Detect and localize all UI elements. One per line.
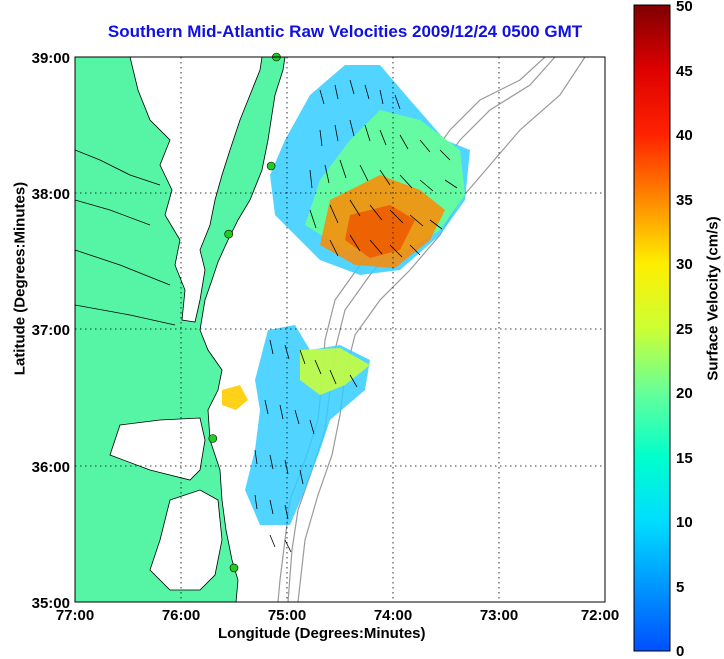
bathymetry-contour-3 — [297, 57, 586, 602]
x-ticks: 77:00 76:00 75:00 74:00 73:00 72:00 — [56, 607, 619, 624]
x-tick-label: 73:00 — [480, 607, 518, 624]
y-ticks: 39:00 38:00 37:00 36:00 35:00 — [32, 50, 70, 612]
x-tick-label: 72:00 — [581, 607, 619, 624]
land-mass — [75, 57, 286, 602]
y-tick-label: 37:00 — [32, 322, 70, 339]
colorbar-tick-label: 25 — [676, 321, 693, 338]
y-axis-label: Latitude (Degrees:Minutes) — [11, 181, 29, 376]
pamlico-sound — [149, 489, 223, 591]
grid — [75, 57, 605, 602]
colorbar-tick-label: 45 — [676, 63, 693, 80]
river-potomac — [75, 149, 176, 326]
colorbar-tick-label: 50 — [676, 0, 693, 15]
y-tick-label: 38:00 — [32, 186, 70, 203]
colorbar-tick-label: 5 — [676, 579, 684, 596]
velocity-field-north-peak — [345, 205, 415, 258]
station-marker — [208, 434, 218, 443]
x-tick-label: 76:00 — [162, 607, 200, 624]
map-title: Southern Mid-Atlantic Raw Velocities 200… — [107, 22, 583, 41]
colorbar-tick-label: 40 — [676, 127, 693, 144]
velocity-field-south-mid — [300, 348, 370, 395]
x-tick-label: 77:00 — [56, 607, 94, 624]
colorbar-tick-label: 0 — [676, 643, 684, 659]
colorbar — [633, 4, 671, 652]
chesapeake-bay — [129, 57, 263, 323]
station-marker — [224, 229, 233, 239]
velocity-arrows — [254, 79, 458, 553]
colorbar-ticks: 50 45 40 35 30 25 20 15 10 5 0 — [676, 0, 693, 659]
x-axis-label: Longitude (Degrees:Minutes) — [218, 625, 426, 642]
station-marker — [266, 161, 276, 171]
station-marker — [229, 563, 239, 573]
colorbar-tick-label: 10 — [676, 514, 693, 531]
x-tick-label: 74:00 — [374, 607, 412, 624]
colorbar-label: Surface Velocity (cm/s) — [704, 216, 722, 381]
y-tick-label: 39:00 — [32, 50, 70, 67]
colorbar-tick-label: 30 — [676, 256, 693, 273]
colorbar-tick-label: 35 — [676, 192, 693, 209]
y-tick-label: 36:00 — [32, 459, 70, 476]
x-tick-label: 75:00 — [268, 607, 306, 624]
colorbar-tick-label: 15 — [676, 450, 693, 467]
colorbar-tick-label: 20 — [676, 385, 693, 402]
y-tick-label: 35:00 — [32, 595, 70, 612]
velocity-field-south-west — [222, 385, 248, 410]
